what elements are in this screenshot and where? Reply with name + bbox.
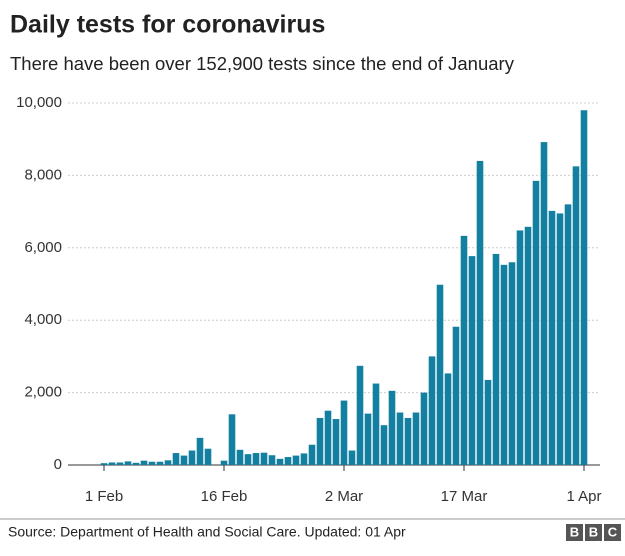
source: Source: Department of Health and Social … [8, 524, 406, 540]
bar [572, 166, 580, 465]
bar [188, 450, 196, 465]
bar [204, 448, 212, 465]
bar [396, 412, 404, 465]
bar [332, 419, 340, 465]
bar [316, 417, 324, 465]
bar [148, 461, 156, 465]
chart-subtitle: There have been over 152,900 tests since… [10, 53, 515, 74]
bar [196, 437, 204, 465]
bar [380, 425, 388, 465]
y-tick-label: 6,000 [24, 239, 62, 256]
bar [436, 284, 444, 465]
bar [468, 256, 476, 465]
bar [116, 462, 124, 465]
bar [124, 461, 132, 465]
bar [244, 454, 252, 465]
bar [292, 455, 300, 465]
bar [164, 460, 172, 465]
bar [108, 462, 116, 465]
x-tick-label: 17 Mar [441, 488, 488, 505]
y-tick-label: 10,000 [16, 94, 62, 111]
x-tick-label: 2 Mar [325, 488, 363, 505]
bar [404, 417, 412, 465]
bar [276, 458, 284, 465]
bar [532, 180, 540, 465]
bar [268, 455, 276, 465]
x-tick-label: 1 Apr [566, 488, 601, 505]
logo-box [566, 524, 583, 541]
bar [492, 253, 500, 465]
bar [508, 262, 516, 465]
y-tick-label: 0 [54, 456, 62, 473]
bar [220, 460, 228, 465]
bar [236, 449, 244, 465]
y-tick-label: 8,000 [24, 166, 62, 183]
bar [564, 204, 572, 466]
bar [260, 452, 268, 465]
bar [356, 365, 364, 465]
bar [372, 383, 380, 465]
x-tick-label: 1 Feb [85, 488, 123, 505]
bar [100, 463, 108, 465]
logo-box [585, 524, 602, 541]
logo-letter: B [570, 524, 579, 539]
logo-letter: C [608, 524, 618, 539]
bar [524, 226, 532, 465]
bar [140, 460, 148, 465]
bar [228, 414, 236, 465]
logo-letter: B [589, 524, 598, 539]
bar [364, 413, 372, 465]
bar [452, 326, 460, 465]
bar [180, 455, 188, 465]
bar [500, 264, 508, 465]
x-tick-label: 16 Feb [201, 488, 248, 505]
bar [132, 462, 140, 465]
logo-box [604, 524, 621, 541]
bar [580, 110, 588, 466]
bar [428, 356, 436, 465]
bar [300, 453, 308, 465]
bar [476, 160, 484, 466]
bar [284, 457, 292, 465]
y-tick-label: 4,000 [24, 311, 62, 328]
bar [388, 390, 396, 465]
bar [340, 400, 348, 465]
bar [548, 210, 556, 465]
bar [444, 373, 452, 465]
chart-title: Daily tests for coronavirus [10, 11, 325, 39]
bar [412, 412, 420, 465]
bar [516, 230, 524, 465]
bar [172, 453, 180, 465]
bar [252, 453, 260, 465]
bar [324, 410, 332, 465]
bar [420, 392, 428, 465]
bar [308, 444, 316, 465]
bar [484, 379, 492, 465]
y-tick-label: 2,000 [24, 384, 62, 401]
bar [540, 142, 548, 465]
bar [460, 235, 468, 465]
bar [556, 213, 564, 465]
bar [348, 450, 356, 465]
bar [156, 461, 164, 465]
